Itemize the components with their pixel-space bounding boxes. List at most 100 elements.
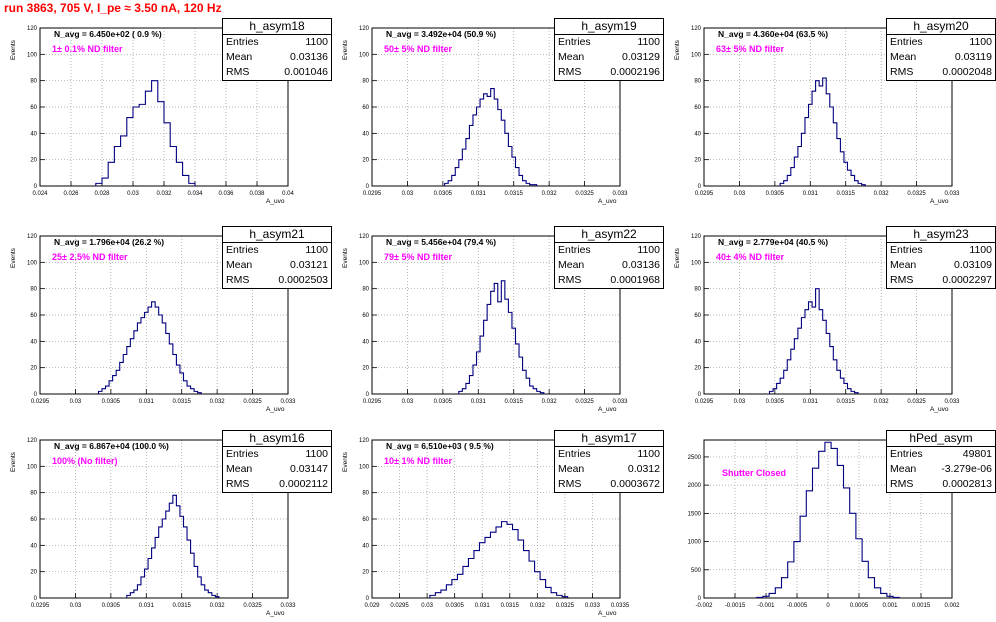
stats-value-mean: 0.03121	[290, 259, 328, 271]
stats-label-rms: RMS	[558, 478, 582, 490]
histogram-bin	[155, 307, 159, 394]
histogram-bin	[176, 506, 180, 598]
histogram-outline	[444, 88, 538, 186]
stats-value-rms: 0.0002503	[278, 274, 328, 286]
x-axis-label: A_uvo	[266, 198, 285, 205]
y-tick-label: 100	[691, 52, 702, 58]
histogram-outline	[458, 280, 545, 394]
run-title: run 3863, 705 V, I_pe ≈ 3.50 nA, 120 Hz	[4, 1, 222, 15]
histogram-panel-h_asym16: 0.0295 0.03 0.0305 0.031 0.0315 0.032 0.0325 0.…	[0, 430, 332, 620]
histogram-bin	[837, 465, 843, 598]
filter-label: Shutter Closed	[722, 468, 787, 478]
histogram-panel-h_asym20: 0.0295 0.03 0.0305 0.031 0.0315 0.032 0.0325 0.…	[664, 18, 996, 208]
stats-row-mean: Mean 0.03129	[555, 50, 663, 65]
histogram-bin	[794, 542, 800, 598]
stats-row-mean: Mean 0.03147	[223, 462, 331, 477]
y-tick-label: 60	[362, 517, 369, 523]
x-tick-label: 0.0325	[907, 191, 926, 197]
x-tick-label: 0.0305	[766, 191, 785, 197]
stats-row-rms: RMS 0.0002297	[887, 273, 995, 288]
histogram-bin	[782, 578, 788, 598]
histogram-bin	[159, 315, 163, 394]
stats-value-rms: 0.0001968	[610, 274, 660, 286]
stats-row-mean: Mean -3.279e-06	[887, 462, 995, 477]
histogram-bin	[134, 331, 138, 394]
y-tick-label: 0	[366, 392, 370, 398]
stats-box: hPed_asym Entries 49801 Mean -3.279e-06 RMS 0.…	[886, 430, 996, 493]
x-tick-label: 0.032	[542, 191, 558, 197]
histogram-bin	[139, 104, 145, 186]
stats-box: h_asym17 Entries 1100 Mean 0.0312 RMS 0.000367…	[554, 430, 664, 493]
histogram-bin	[127, 118, 133, 186]
y-tick-label: 60	[30, 517, 37, 523]
stats-histogram-name: h_asym22	[555, 227, 663, 243]
x-tick-label: 0.0325	[575, 399, 594, 405]
y-tick-label: 100	[27, 464, 38, 470]
y-axis-label: Events	[674, 40, 681, 60]
y-tick-label: 80	[30, 287, 37, 293]
y-tick-label: 80	[694, 287, 701, 293]
stats-value-entries: 1100	[305, 448, 328, 460]
histogram-bin	[769, 593, 775, 598]
stats-row-rms: RMS 0.0002048	[887, 65, 995, 80]
x-tick-label: 0.029	[364, 603, 380, 609]
histogram-outline	[126, 494, 220, 598]
histogram-bin	[176, 162, 182, 186]
stats-value-mean: 0.03119	[954, 51, 992, 63]
histogram-bin	[108, 162, 114, 186]
histogram-bin	[524, 551, 530, 598]
histogram-bin	[452, 580, 458, 598]
histogram-bin	[173, 495, 177, 598]
y-tick-label: 80	[362, 491, 369, 497]
histogram-bin	[496, 527, 502, 598]
stats-value-mean: 0.0312	[627, 463, 660, 475]
histogram-outline	[429, 521, 569, 598]
stats-label-rms: RMS	[226, 274, 250, 286]
x-tick-label: 0.03	[734, 399, 746, 405]
x-axis-label: A_uvo	[266, 406, 285, 413]
x-tick-label: 0.031	[139, 399, 155, 405]
x-tick-label: 0.0315	[501, 603, 520, 609]
stats-value-rms: 0.0003672	[610, 478, 660, 490]
histogram-bin	[498, 110, 502, 186]
histogram-bin	[816, 81, 820, 186]
histogram-plot: 0.0295 0.03 0.0305 0.031 0.0315 0.032 0.0325 0.…	[691, 234, 960, 405]
y-tick-label: 20	[30, 158, 37, 164]
stats-label-entries: Entries	[226, 448, 259, 460]
filter-label: 100% (No filter)	[52, 456, 118, 466]
y-tick-label: 0	[34, 392, 38, 398]
stats-value-rms: 0.001046	[284, 66, 328, 78]
histogram-bin	[490, 532, 496, 598]
navg-label: N_avg = 5.456e+04 (79.4 %)	[386, 237, 497, 247]
histogram-bin	[170, 147, 176, 187]
stats-row-entries: Entries 1100	[555, 243, 663, 258]
histogram-bin	[494, 99, 498, 186]
stats-box: h_asym18 Entries 1100 Mean 0.03136 RMS 0.00104…	[222, 18, 332, 81]
plot-frame	[39, 235, 289, 395]
y-axis-label: Events	[342, 248, 349, 268]
x-tick-label: 0.032	[874, 399, 890, 405]
histogram-bin	[435, 593, 441, 598]
stats-histogram-name: hPed_asym	[887, 431, 995, 447]
histogram-bin	[145, 91, 151, 186]
x-tick-label: 0.0005	[850, 603, 869, 609]
x-tick-label: 0.03	[402, 399, 414, 405]
histogram-bin	[446, 585, 452, 598]
histogram-bin	[850, 513, 856, 598]
x-tick-label: 0.03	[421, 603, 433, 609]
stats-row-rms: RMS 0.0002503	[223, 273, 331, 288]
y-tick-label: 60	[30, 313, 37, 319]
stats-label-mean: Mean	[558, 259, 585, 271]
histogram-bin	[856, 539, 862, 598]
x-tick-label: 0.03	[70, 399, 82, 405]
x-tick-label: 0.032	[542, 399, 558, 405]
x-tick-label: 0.0315	[837, 191, 856, 197]
histogram-bin	[463, 566, 469, 598]
y-tick-label: 60	[694, 105, 701, 111]
stats-label-entries: Entries	[558, 36, 591, 48]
y-tick-label: 500	[691, 568, 702, 574]
x-tick-label: 0.024	[32, 191, 48, 197]
histogram-bin	[180, 516, 184, 598]
histogram-bin	[881, 593, 887, 598]
x-tick-label: 0.0305	[434, 191, 453, 197]
